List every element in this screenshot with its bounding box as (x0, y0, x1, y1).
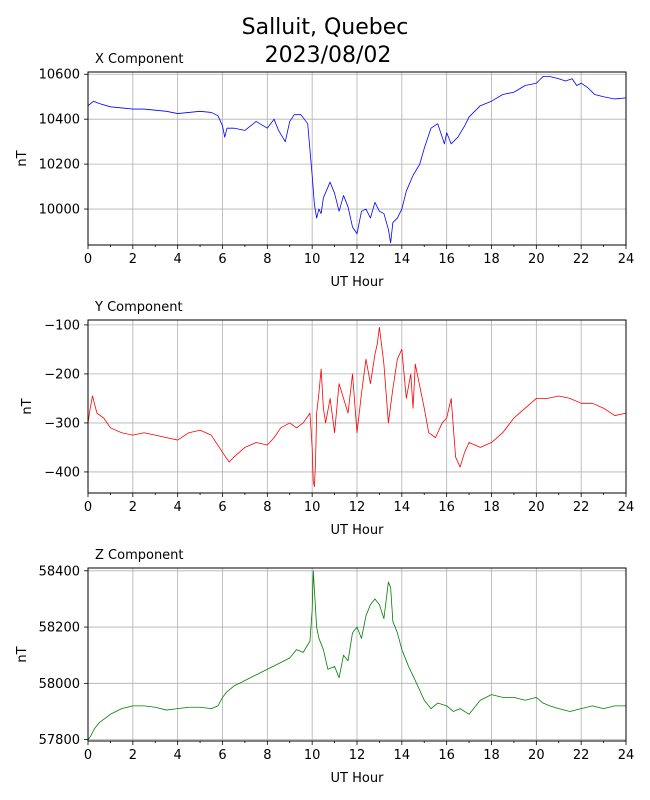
panel-title: X Component (95, 52, 184, 67)
y-tick-label: 58200 (39, 621, 80, 636)
x-tick-label: 8 (263, 500, 271, 515)
y-tick-label: −200 (44, 367, 80, 382)
x-tick-label: 14 (394, 500, 411, 515)
chart-panels: 0 2 4 6 8 10 12 14 16 18 20 22 241000010200104001060… (15, 52, 634, 786)
x-axis-label: UT Hour (331, 771, 385, 786)
x-tick-label: 2 (129, 748, 137, 763)
x-tick-label: 2 (129, 252, 137, 267)
x-tick-label: 4 (174, 748, 182, 763)
figure-title-line1: Salluit, Quebec (242, 15, 409, 40)
series-line (87, 326, 627, 488)
x-axis-label: UT Hour (331, 275, 385, 290)
x-tick-label: 10 (304, 500, 321, 515)
y-tick-label: 57800 (39, 733, 80, 748)
y-tick-label: 10400 (39, 113, 80, 128)
y-tick-label: 58400 (39, 564, 80, 579)
y-axis-label: nT (15, 150, 30, 166)
x-tick-label: 12 (349, 748, 366, 763)
x-tick-label: 14 (394, 252, 411, 267)
x-tick-label: 10 (304, 748, 321, 763)
x-tick-label: 12 (349, 500, 366, 515)
x-tick-label: 20 (528, 748, 545, 763)
chart-panel-3: 0 2 4 6 8 10 12 14 16 18 20 22 245780058000582005840… (15, 548, 634, 786)
x-tick-label: 10 (304, 252, 321, 267)
x-tick-label: 6 (218, 252, 226, 267)
x-tick-label: 18 (483, 748, 500, 763)
x-tick-label: 4 (174, 500, 182, 515)
x-tick-label: 12 (349, 252, 366, 267)
series-line (87, 76, 627, 244)
x-tick-label: 0 (84, 500, 92, 515)
x-tick-label: 16 (438, 252, 455, 267)
x-tick-label: 24 (618, 748, 635, 763)
x-tick-label: 4 (174, 252, 182, 267)
panel-title: Y Component (94, 300, 183, 315)
x-axis-label: UT Hour (331, 523, 385, 538)
x-tick-label: 22 (573, 500, 590, 515)
chart-panel-1: 0 2 4 6 8 10 12 14 16 18 20 22 241000010200104001060… (15, 52, 634, 290)
x-tick-label: 22 (573, 252, 590, 267)
x-tick-label: 14 (394, 748, 411, 763)
x-tick-label: 20 (528, 252, 545, 267)
x-tick-label: 20 (528, 500, 545, 515)
x-tick-label: 8 (263, 252, 271, 267)
y-tick-label: 10000 (39, 203, 80, 218)
y-axis-label: nT (20, 398, 35, 414)
x-tick-label: 6 (218, 500, 226, 515)
y-tick-label: −400 (44, 465, 80, 480)
y-tick-label: 10200 (39, 158, 80, 173)
figure-title-line2: 2023/08/02 (265, 43, 392, 68)
x-tick-label: 6 (218, 748, 226, 763)
y-tick-label: −300 (44, 416, 80, 431)
x-tick-label: 16 (438, 500, 455, 515)
x-tick-label: 18 (483, 252, 500, 267)
y-tick-label: 58000 (39, 677, 80, 692)
y-axis-label: nT (15, 646, 30, 662)
x-tick-label: 18 (483, 500, 500, 515)
x-tick-label: 0 (84, 252, 92, 267)
y-tick-label: 10600 (39, 68, 80, 83)
x-tick-label: 16 (438, 748, 455, 763)
series-line (87, 570, 626, 740)
x-tick-label: 24 (618, 500, 635, 515)
panel-title: Z Component (95, 548, 184, 563)
x-tick-label: 22 (573, 748, 590, 763)
x-tick-label: 0 (84, 748, 92, 763)
y-tick-label: −100 (44, 318, 80, 333)
x-tick-label: 2 (129, 500, 137, 515)
x-tick-label: 24 (618, 252, 635, 267)
x-tick-label: 8 (263, 748, 271, 763)
